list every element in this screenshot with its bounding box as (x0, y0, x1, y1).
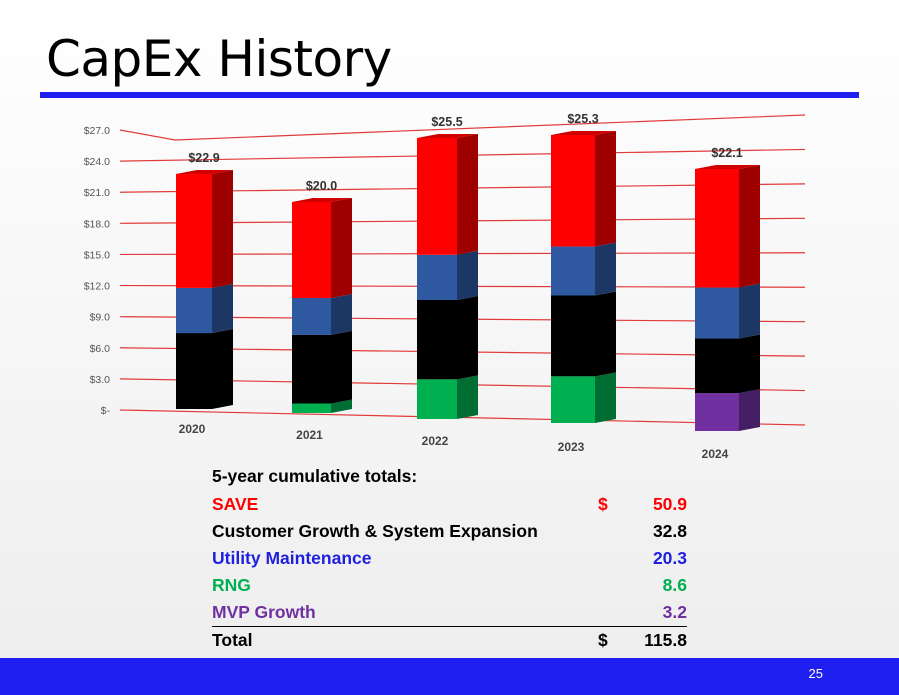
totals-row-total: Total $ 115.8 (212, 626, 687, 654)
bar-segment (417, 379, 457, 419)
bar-group-2021 (292, 198, 352, 413)
bar-top (551, 131, 616, 135)
page-number: 25 (808, 666, 823, 681)
bar-segment (695, 287, 739, 339)
x-tick-label: 2020 (179, 422, 206, 436)
title-underline (40, 92, 859, 98)
y-tick-label: $18.0 (84, 218, 110, 230)
row-value: 8.6 (662, 575, 687, 595)
bar-total-label: $20.0 (306, 179, 337, 193)
row-label: SAVE (212, 494, 259, 514)
bar-side (331, 399, 352, 413)
totals-row-mvp-growth: MVP Growth 3.2 (212, 599, 687, 626)
bar-segment (417, 299, 457, 380)
bar-total-label: $22.9 (188, 151, 219, 165)
bar-group-2020 (176, 170, 233, 409)
bar-group-2024 (695, 165, 760, 431)
bar-side (331, 198, 352, 299)
row-dollar: $ (598, 494, 608, 514)
bar-top (292, 198, 352, 202)
capex-chart: $27.0 $24.0 $21.0 $18.0 $15.0 $12.0 $9.0 $6.0 $3… (84, 112, 806, 461)
bar-side (331, 294, 352, 335)
totals-row-customer-growth: Customer Growth & System Expansion 32.8 (212, 518, 687, 545)
bar-segment (176, 174, 212, 288)
bar-side (739, 165, 760, 288)
bar-side (457, 134, 478, 255)
bar-total-label: $22.1 (711, 146, 742, 160)
bar-side (595, 291, 616, 377)
bar-side (739, 283, 760, 339)
bar-segment (176, 333, 212, 409)
bar-side (457, 250, 478, 300)
cumulative-totals: 5-year cumulative totals: SAVE $ 50.9 Cu… (212, 462, 687, 654)
bar-segment (551, 135, 595, 247)
bar-group-2022 (417, 134, 478, 419)
bar-segment (292, 202, 331, 299)
bar-side (595, 131, 616, 247)
x-tick-label: 2023 (558, 440, 585, 454)
totals-row-rng: RNG 8.6 (212, 572, 687, 599)
bar-side (457, 295, 478, 380)
row-label: MVP Growth (212, 602, 316, 622)
y-tick-label: $15.0 (84, 249, 110, 261)
bar-side (595, 242, 616, 296)
bar-segment (551, 246, 595, 296)
y-tick-label: $9.0 (90, 312, 111, 324)
totals-heading: 5-year cumulative totals: (212, 466, 418, 486)
row-value: 20.3 (652, 548, 687, 568)
bar-top (176, 170, 233, 174)
gridline (119, 114, 806, 141)
bar-segment (695, 169, 739, 288)
bar-segment (292, 298, 331, 335)
y-tick-label: $24.0 (84, 156, 110, 168)
footer-bar: 25 (0, 658, 899, 695)
bar-side (739, 389, 760, 431)
row-label: Total (212, 630, 253, 650)
y-tick-label: $6.0 (90, 343, 111, 355)
bar-side (212, 329, 233, 409)
y-tick-label: $21.0 (84, 187, 110, 199)
row-value: 3.2 (662, 602, 687, 622)
bar-segment (551, 376, 595, 423)
y-tick-label: $27.0 (84, 125, 110, 137)
row-value: 115.8 (644, 630, 687, 650)
bar-group-2023 (551, 131, 616, 423)
bar-side (212, 283, 233, 334)
y-tick-label: $3.0 (90, 374, 111, 386)
totals-row-save: SAVE $ 50.9 (212, 491, 687, 518)
bar-top (695, 165, 760, 169)
row-label: Utility Maintenance (212, 548, 372, 568)
x-tick-label: 2024 (702, 447, 729, 461)
y-tick-label: $- (101, 405, 111, 417)
bar-segment (292, 334, 331, 404)
x-tick-label: 2022 (422, 434, 449, 448)
bar-segment (417, 254, 457, 300)
totals-row-utility-maintenance: Utility Maintenance 20.3 (212, 545, 687, 572)
y-tick-label: $12.0 (84, 281, 110, 293)
page-title: CapEx History (46, 30, 392, 88)
row-label: Customer Growth & System Expansion (212, 521, 538, 541)
bar-top (417, 134, 478, 138)
bar-segment (292, 403, 331, 413)
bar-segment (695, 393, 739, 431)
row-value: 50.9 (652, 494, 687, 514)
bar-segment (551, 295, 595, 377)
bar-side (457, 375, 478, 419)
row-value: 32.8 (652, 521, 687, 541)
bar-side (331, 330, 352, 404)
row-dollar: $ (598, 630, 608, 650)
bar-side (212, 170, 233, 288)
x-tick-label: 2021 (296, 428, 323, 442)
bar-segment (417, 138, 457, 255)
row-label: RNG (212, 575, 251, 595)
bar-total-label: $25.5 (431, 115, 462, 129)
bar-segment (176, 287, 212, 334)
bar-segment (695, 338, 739, 394)
bar-total-label: $25.3 (567, 112, 598, 126)
bar-side (595, 372, 616, 423)
bar-side (739, 334, 760, 394)
